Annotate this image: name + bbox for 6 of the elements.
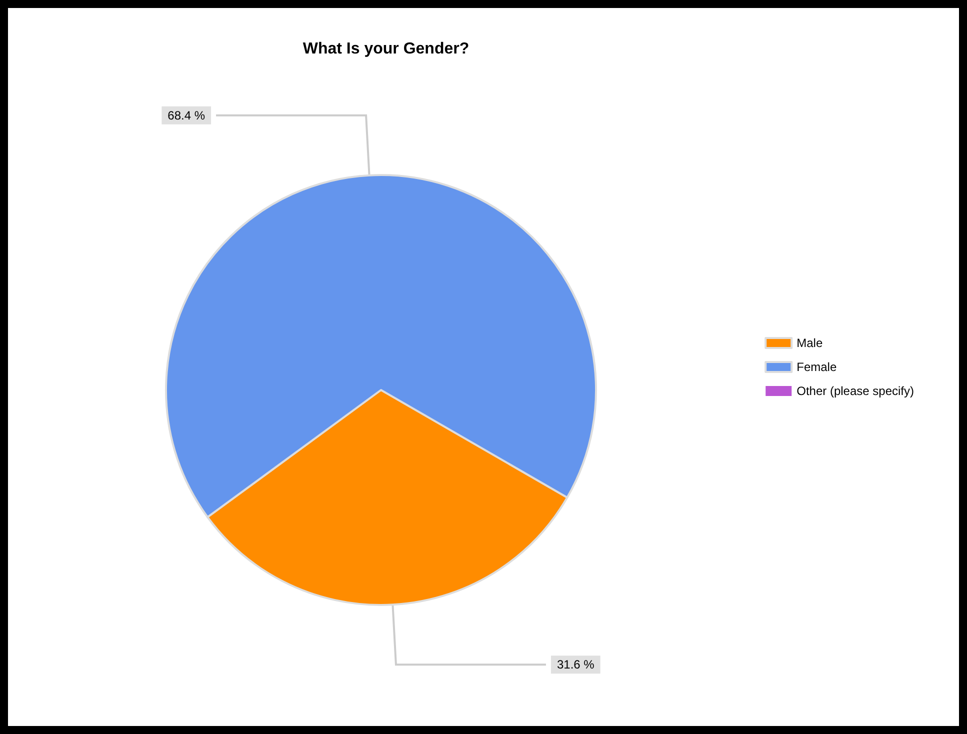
chart-title: What Is your Gender?	[302, 40, 470, 58]
data-label: 68.4 %	[168, 108, 206, 122]
legend-label: Female	[796, 360, 837, 374]
legend-label: Other (please specify)	[796, 384, 914, 398]
data-label: 31.6 %	[556, 658, 595, 672]
legend-label: Male	[796, 336, 823, 350]
